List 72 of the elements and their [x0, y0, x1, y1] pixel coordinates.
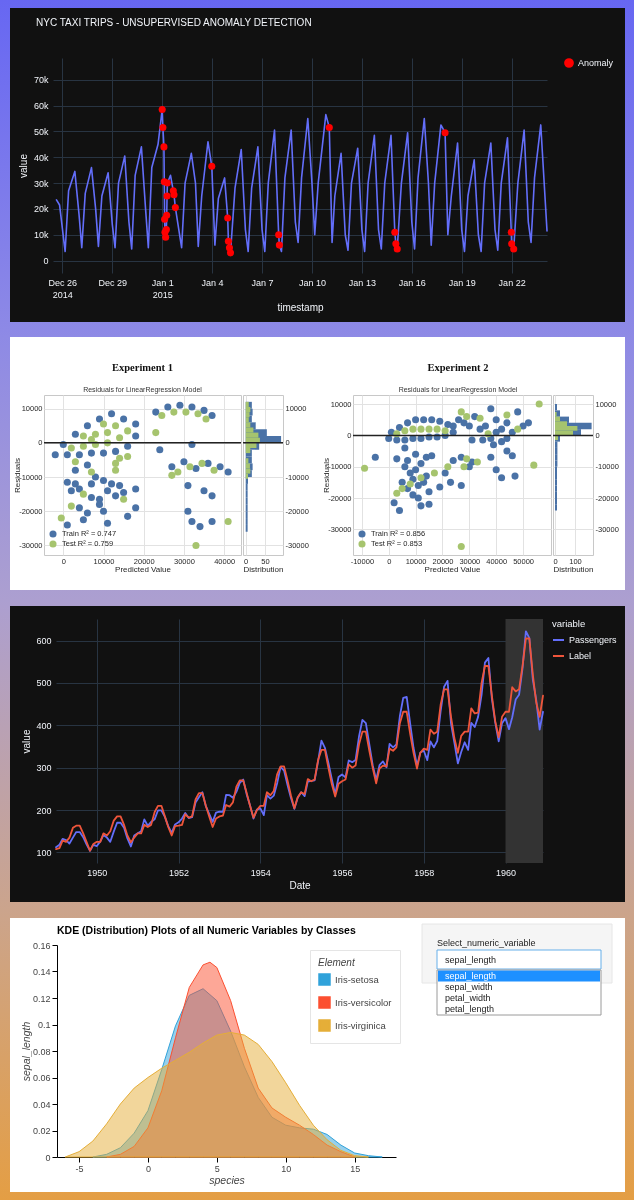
- x-tick-label: 10: [281, 1163, 292, 1174]
- y-tick-label: 0.12: [32, 993, 51, 1004]
- text: Select_numeric_variable: [437, 938, 536, 948]
- legend-label: Passengers: [569, 635, 618, 645]
- legend-title: Element: [318, 957, 356, 968]
- x-tick-label: Jan 1 2015: [151, 277, 174, 300]
- x-axis-title: Date: [289, 879, 311, 891]
- y-tick-label: 0.08: [32, 1046, 51, 1057]
- y-axis-title: sepal_length: [19, 1021, 32, 1082]
- chart-title: Experiment 1: [112, 361, 173, 373]
- x-tick-label: Dec 26 2014: [48, 277, 78, 300]
- y-tick-label: 10k: [33, 230, 49, 241]
- y-tick-label: 0: [45, 1152, 51, 1163]
- y-axis-title: value: [20, 729, 32, 754]
- chart-title: Experiment 2: [427, 361, 489, 373]
- y-tick-label: 0.16: [32, 940, 51, 951]
- y-tick-label: 60k: [33, 101, 49, 112]
- y-tick-label: 0.02: [32, 1126, 51, 1136]
- legend-title: variable: [552, 618, 586, 629]
- x-tick-label: -5: [75, 1163, 84, 1174]
- y-tick-label: 0.1: [37, 1020, 51, 1030]
- x-tick-label: 5: [214, 1163, 220, 1174]
- text: petal_length: [445, 1004, 495, 1014]
- y-tick-label: 50k: [33, 126, 49, 137]
- x-axis-title: Predicted Value: [424, 564, 481, 574]
- x-tick-label: 1950: [87, 867, 108, 878]
- y-tick-label: 600: [36, 636, 52, 647]
- legend-label: Anomaly: [578, 58, 614, 68]
- y-tick-label: 0: [43, 256, 49, 267]
- text: sepal_length: [445, 971, 497, 981]
- x-axis-title: timestamp: [277, 301, 324, 313]
- y-tick-label: 200: [36, 805, 52, 816]
- x-tick-label: Jan 10: [298, 277, 326, 288]
- x-tick-label: 0: [145, 1163, 151, 1174]
- y-tick-label: 0.06: [32, 1073, 51, 1083]
- x-tick-label: Jan 22: [498, 277, 526, 288]
- x-tick-label: Jan 19: [448, 277, 476, 288]
- legend-label: Iris-virginica: [335, 1019, 387, 1031]
- chart-title: NYC TAXI TRIPS - UNSUPERVISED ANOMALY DETECTION: [36, 17, 312, 28]
- y-tick-label: 0.14: [32, 967, 51, 977]
- x-tick-label: Jan 13: [348, 277, 376, 288]
- chart-title: KDE (Distribution) Plots of all Numeric Variables by Classes: [57, 923, 356, 936]
- x-tick-label: 1952: [169, 867, 190, 878]
- legend-label: Iris-setosa: [335, 973, 380, 985]
- x-axis-title: species: [209, 1173, 246, 1186]
- text: sepal_width: [445, 982, 493, 992]
- x-tick-label: 15: [350, 1163, 361, 1174]
- y-tick-label: 70k: [33, 75, 49, 86]
- y-tick-label: 400: [36, 720, 52, 731]
- x-tick-label: Jan 7: [251, 277, 274, 288]
- legend-label: Iris-versicolor: [335, 996, 392, 1008]
- y-tick-label: 40k: [33, 152, 49, 163]
- x-tick-label: 1956: [332, 867, 353, 878]
- y-axis-title: value: [17, 153, 29, 178]
- y-tick-label: 30k: [33, 178, 49, 189]
- text: petal_width: [445, 993, 491, 1003]
- x-tick-label: Dec 29: [98, 277, 128, 288]
- y-tick-label: 500: [36, 678, 52, 689]
- text: sepal_length: [445, 954, 497, 965]
- x-tick-label: 1954: [250, 867, 271, 878]
- x-tick-label: 1958: [414, 867, 435, 878]
- x-axis-title: Predicted Value: [115, 564, 172, 574]
- y-tick-label: 300: [36, 763, 52, 774]
- x-tick-label: Jan 4: [201, 277, 224, 288]
- y-tick-label: 20k: [33, 204, 49, 215]
- legend-label: Label: [569, 651, 592, 661]
- x-axis-title: Distribution: [243, 564, 284, 574]
- x-tick-label: 1960: [496, 867, 517, 878]
- y-tick-label: 0.04: [32, 1099, 51, 1110]
- x-tick-label: Jan 16: [398, 277, 426, 288]
- x-axis-title: Distribution: [553, 564, 594, 574]
- y-tick-label: 100: [36, 847, 52, 858]
